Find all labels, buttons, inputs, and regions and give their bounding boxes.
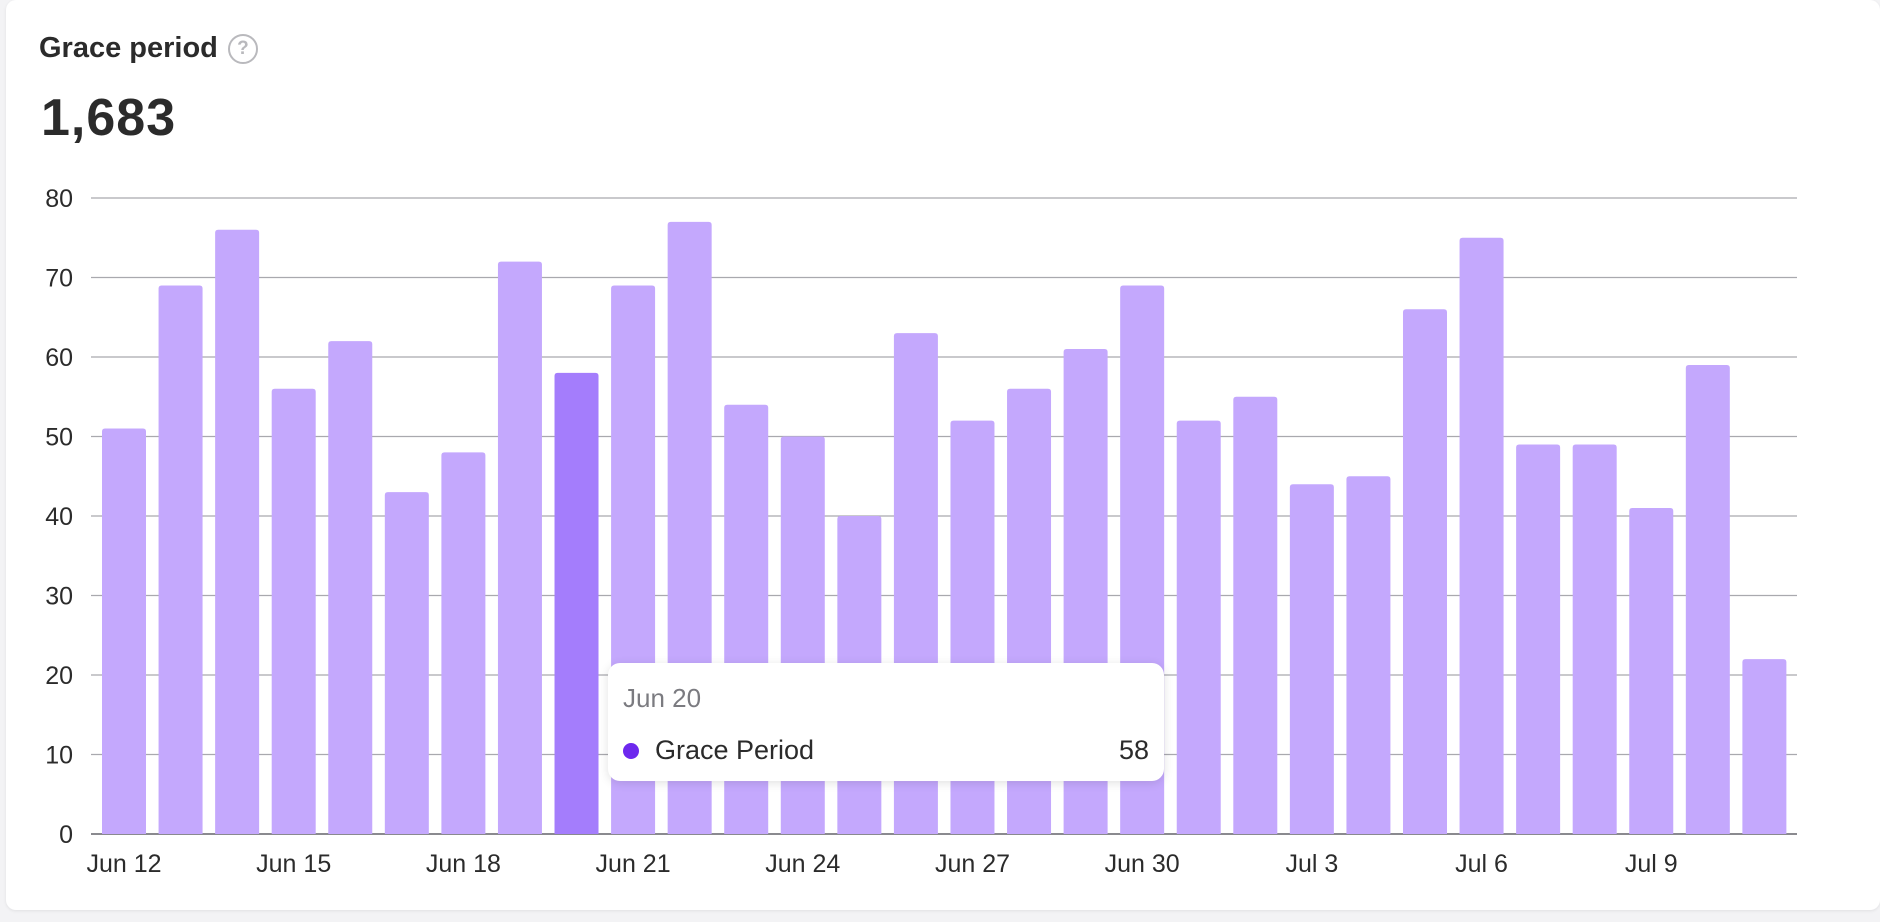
bar[interactable] (1516, 444, 1561, 834)
x-tick-label: Jun 30 (1105, 850, 1180, 878)
y-tick-label: 70 (45, 265, 73, 293)
question-circle-icon[interactable]: ? (227, 33, 258, 64)
bar[interactable] (271, 388, 316, 834)
bar[interactable] (328, 341, 373, 834)
bar[interactable] (441, 452, 486, 834)
chart-tooltip: Jun 20 Grace Period 58 (608, 663, 1164, 781)
bar[interactable] (1176, 420, 1221, 834)
tooltip-row: Grace Period 58 (623, 735, 1149, 766)
x-tick-label: Jun 24 (765, 850, 840, 878)
x-tick-label: Jul 6 (1455, 850, 1508, 878)
bar[interactable] (554, 372, 599, 834)
bar[interactable] (1685, 364, 1730, 834)
bar[interactable] (1402, 309, 1447, 834)
bar[interactable] (1289, 484, 1334, 834)
bar[interactable] (1572, 444, 1617, 834)
y-tick-label: 20 (45, 662, 73, 690)
y-tick-label: 60 (45, 344, 73, 372)
x-tick-label: Jul 9 (1625, 850, 1678, 878)
bar[interactable] (384, 492, 429, 834)
x-tick-label: Jun 27 (935, 850, 1010, 878)
y-tick-label: 30 (45, 583, 73, 611)
bar[interactable] (1346, 476, 1391, 834)
bar[interactable] (1459, 237, 1504, 834)
bar[interactable] (158, 285, 203, 834)
chart-title: Grace period (39, 32, 218, 64)
tooltip-date: Jun 20 (623, 683, 702, 713)
y-tick-label: 10 (45, 742, 73, 770)
series-dot-icon (623, 742, 639, 759)
total-value: 1,683 (41, 89, 177, 147)
x-tick-label: Jun 15 (256, 850, 331, 878)
y-tick-label: 0 (59, 821, 73, 849)
bar[interactable] (1629, 508, 1674, 834)
tooltip-value: 58 (1118, 735, 1149, 765)
x-tick-label: Jun 21 (596, 850, 671, 878)
x-tick-label: Jun 12 (86, 850, 161, 878)
tooltip-series-name: Grace Period (655, 735, 815, 765)
y-tick-label: 50 (45, 424, 73, 452)
bar[interactable] (1233, 396, 1278, 834)
y-tick-label: 80 (45, 185, 73, 213)
x-tick-label: Jun 18 (426, 850, 501, 878)
y-tick-label: 40 (45, 503, 73, 531)
title-row: Grace period ? (39, 32, 258, 65)
bar[interactable] (102, 428, 146, 834)
x-tick-label: Jul 3 (1285, 850, 1338, 878)
bar[interactable] (215, 229, 260, 835)
bar[interactable] (497, 261, 542, 835)
bar[interactable] (1742, 659, 1787, 834)
